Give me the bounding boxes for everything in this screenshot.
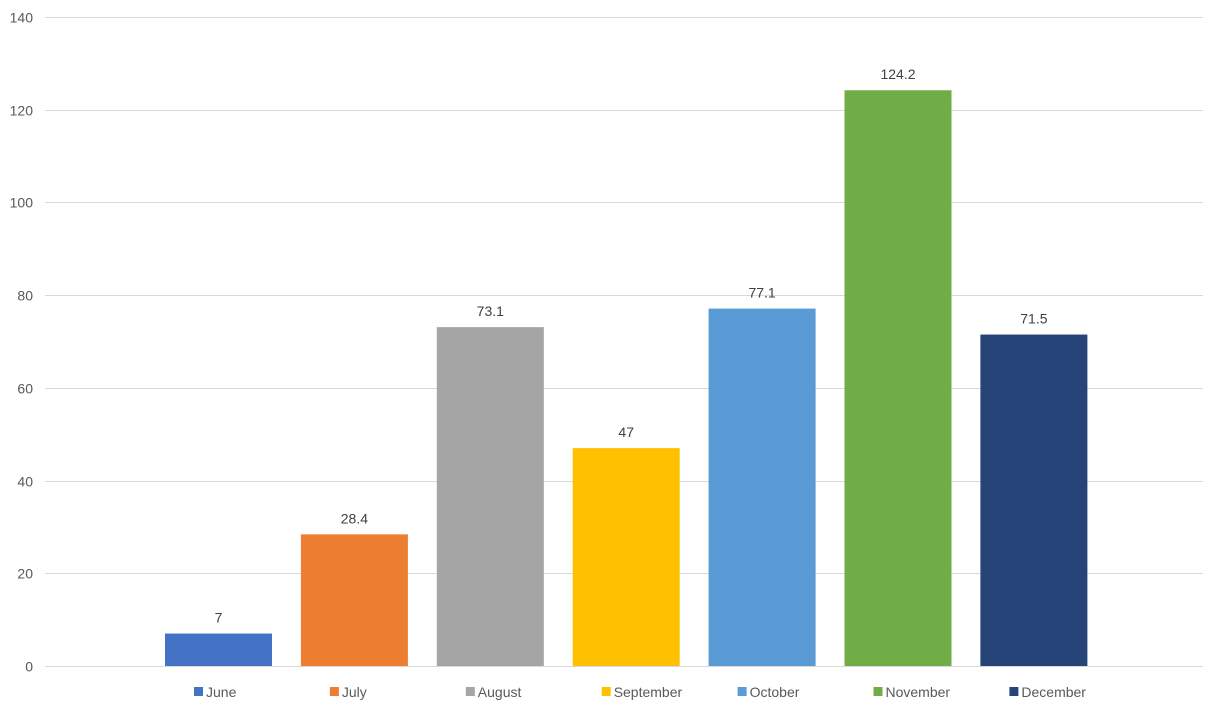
y-tick-label-120: 120 bbox=[10, 103, 34, 119]
bar-september bbox=[572, 448, 680, 666]
y-tick-label-20: 20 bbox=[17, 566, 33, 582]
legend-label-june: June bbox=[206, 684, 237, 700]
legend-item-september: September bbox=[601, 684, 683, 700]
bars bbox=[165, 90, 1088, 667]
data-label-october: 77.1 bbox=[748, 285, 775, 301]
legend-item-december: December bbox=[1009, 684, 1086, 700]
y-tick-label-60: 60 bbox=[17, 381, 33, 397]
bar-december bbox=[980, 334, 1088, 666]
data-labels: 7 28.4 73.1 47 77.1 124.2 71.5 bbox=[215, 66, 1048, 625]
legend-label-august: August bbox=[478, 684, 522, 700]
bar-october bbox=[708, 308, 816, 666]
y-tick-label-100: 100 bbox=[10, 195, 34, 211]
data-label-september: 47 bbox=[618, 424, 634, 440]
y-tick-label-0: 0 bbox=[25, 659, 33, 675]
legend-swatch-november bbox=[873, 687, 883, 696]
legend-item-june: June bbox=[194, 684, 237, 700]
legend-swatch-august bbox=[465, 687, 475, 696]
bar-july bbox=[300, 534, 408, 666]
bar-november bbox=[844, 90, 952, 667]
legend-swatch-october bbox=[737, 687, 747, 696]
legend-item-october: October bbox=[737, 684, 800, 700]
data-label-november: 124.2 bbox=[880, 66, 915, 82]
bar-august bbox=[436, 327, 544, 666]
legend-label-september: September bbox=[614, 684, 683, 700]
y-tick-label-40: 40 bbox=[17, 474, 33, 490]
legend-swatch-june bbox=[194, 687, 203, 696]
legend-item-november: November bbox=[873, 684, 951, 700]
legend-swatch-july bbox=[329, 687, 339, 696]
legend-label-october: October bbox=[750, 684, 800, 700]
legend-swatch-december bbox=[1009, 687, 1019, 696]
y-axis-tick-labels: 0 20 40 60 80 100 120 140 bbox=[10, 10, 34, 675]
legend-label-november: November bbox=[886, 684, 951, 700]
legend: June July August September October November De… bbox=[194, 684, 1086, 700]
data-label-august: 73.1 bbox=[477, 303, 504, 319]
legend-swatch-september bbox=[601, 687, 611, 696]
data-label-july: 28.4 bbox=[341, 510, 368, 526]
legend-item-august: August bbox=[465, 684, 522, 700]
bar-june bbox=[165, 633, 272, 666]
data-label-december: 71.5 bbox=[1020, 311, 1047, 327]
data-label-june: 7 bbox=[215, 610, 223, 626]
y-tick-label-140: 140 bbox=[10, 10, 34, 26]
legend-label-july: July bbox=[342, 684, 367, 700]
legend-label-december: December bbox=[1021, 684, 1086, 700]
legend-item-july: July bbox=[329, 684, 367, 700]
y-tick-label-80: 80 bbox=[17, 288, 33, 304]
